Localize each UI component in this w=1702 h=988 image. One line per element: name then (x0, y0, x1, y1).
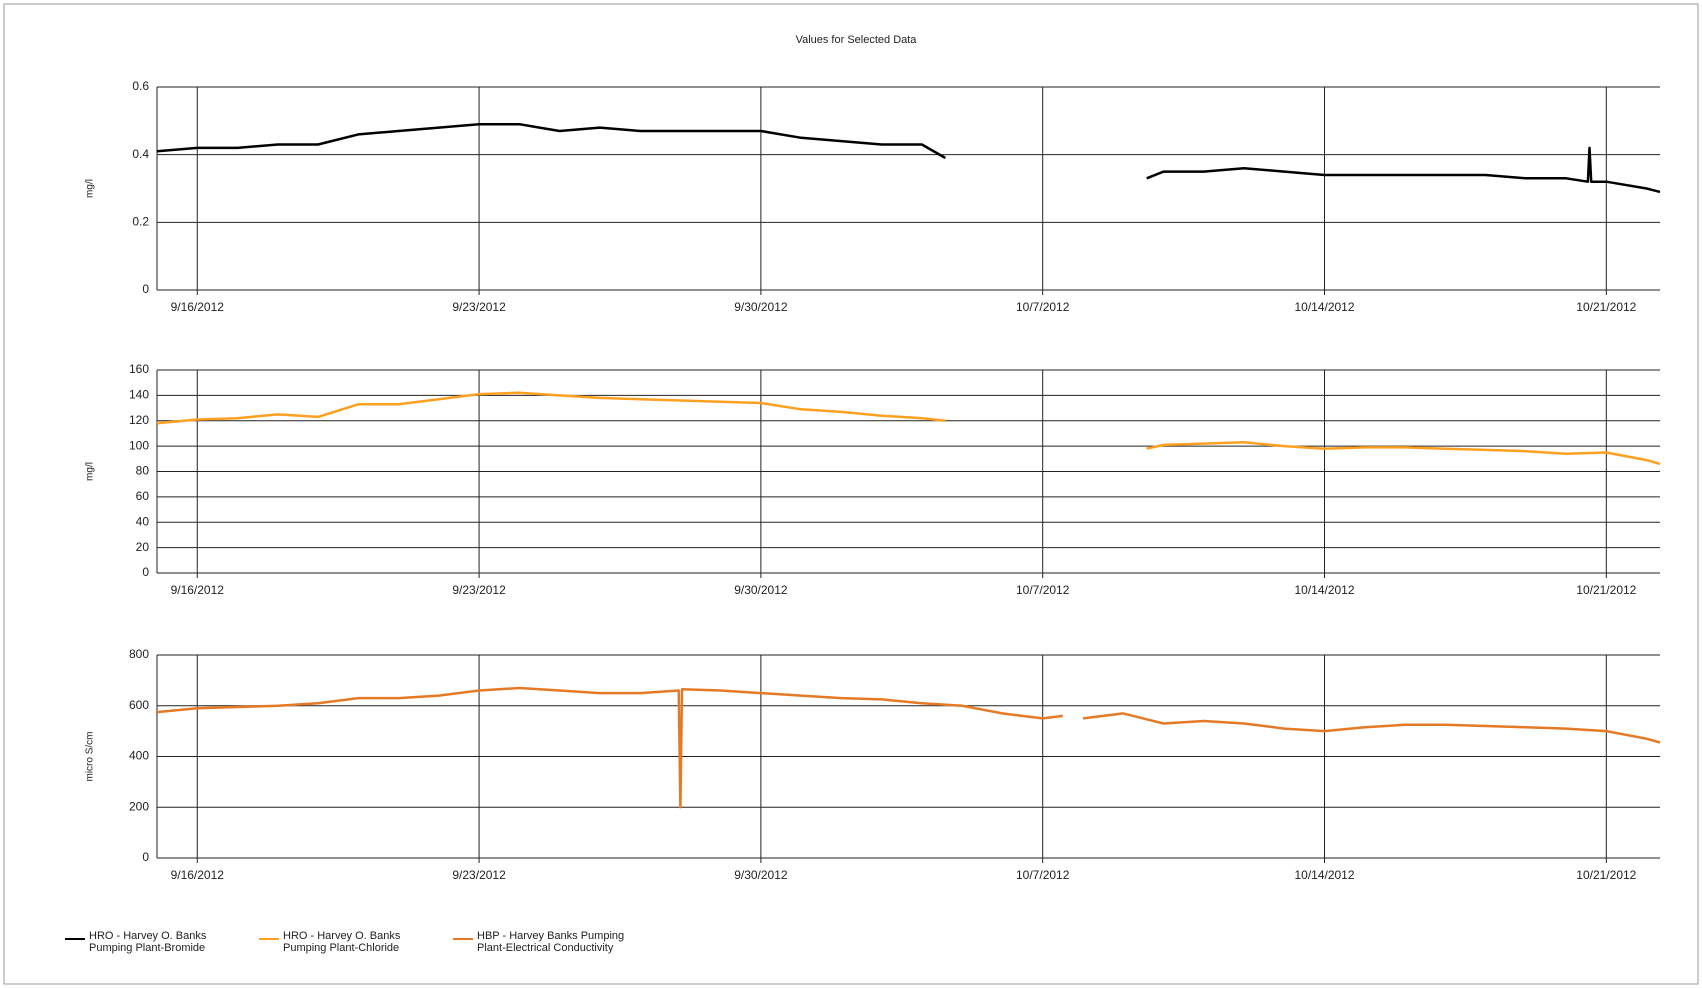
legend-label: HRO - Harvey O. Banks Pumping Plant-Brom… (89, 930, 207, 954)
y-tick-label: 140 (129, 388, 149, 402)
x-tick-label: 10/21/2012 (1576, 300, 1636, 314)
y-tick-label: 800 (129, 647, 149, 661)
x-tick-label: 10/21/2012 (1576, 583, 1636, 597)
y-axis-label: mg/l (85, 462, 96, 481)
x-tick-label: 9/30/2012 (734, 300, 788, 314)
legend-swatch (453, 938, 473, 940)
y-tick-label: 0 (142, 282, 149, 296)
y-tick-label: 120 (129, 413, 149, 427)
x-tick-label: 10/14/2012 (1294, 300, 1354, 314)
series-line (156, 391, 1661, 466)
x-tick-label: 9/16/2012 (171, 868, 225, 882)
legend-label: HRO - Harvey O. Banks Pumping Plant-Chlo… (283, 930, 401, 954)
series-line (156, 122, 1661, 194)
x-tick-label: 9/30/2012 (734, 868, 788, 882)
legend: HRO - Harvey O. Banks Pumping Plant-Brom… (65, 930, 647, 954)
y-tick-label: 200 (129, 799, 149, 813)
y-tick-label: 100 (129, 438, 149, 452)
y-tick-label: 400 (129, 749, 149, 763)
chart-title: Values for Selected Data (796, 34, 918, 46)
legend-item: HRO - Harvey O. Banks Pumping Plant-Brom… (65, 930, 249, 954)
legend-swatch (259, 938, 279, 940)
legend-label: HBP - Harvey Banks Pumping Plant-Electri… (477, 930, 625, 954)
x-tick-label: 10/21/2012 (1576, 868, 1636, 882)
y-tick-label: 0 (142, 565, 149, 579)
x-tick-label: 10/14/2012 (1294, 868, 1354, 882)
legend-item: HBP - Harvey Banks Pumping Plant-Electri… (453, 930, 637, 954)
y-tick-label: 0.2 (132, 215, 149, 229)
legend-item: HRO - Harvey O. Banks Pumping Plant-Chlo… (259, 930, 443, 954)
x-tick-label: 9/23/2012 (452, 868, 506, 882)
y-tick-label: 60 (136, 489, 150, 503)
y-tick-label: 0 (142, 850, 149, 864)
x-tick-label: 10/7/2012 (1016, 868, 1070, 882)
x-tick-label: 9/23/2012 (452, 583, 506, 597)
x-tick-label: 9/30/2012 (734, 583, 788, 597)
y-axis-label: micro S/cm (85, 732, 96, 782)
y-tick-label: 20 (136, 540, 150, 554)
x-tick-label: 9/16/2012 (171, 583, 225, 597)
y-tick-label: 600 (129, 698, 149, 712)
x-tick-label: 10/7/2012 (1016, 583, 1070, 597)
y-axis-label: mg/l (85, 179, 96, 198)
x-tick-label: 10/7/2012 (1016, 300, 1070, 314)
frame (3, 3, 1699, 985)
x-tick-label: 10/14/2012 (1294, 583, 1354, 597)
series-line (156, 686, 1661, 809)
x-tick-label: 9/16/2012 (171, 300, 225, 314)
y-tick-label: 0.6 (132, 79, 149, 93)
y-tick-label: 0.4 (132, 147, 149, 161)
x-tick-label: 9/23/2012 (452, 300, 506, 314)
y-tick-label: 80 (136, 464, 150, 478)
y-tick-label: 40 (136, 514, 150, 528)
legend-swatch (65, 938, 85, 940)
y-tick-label: 160 (129, 362, 149, 376)
